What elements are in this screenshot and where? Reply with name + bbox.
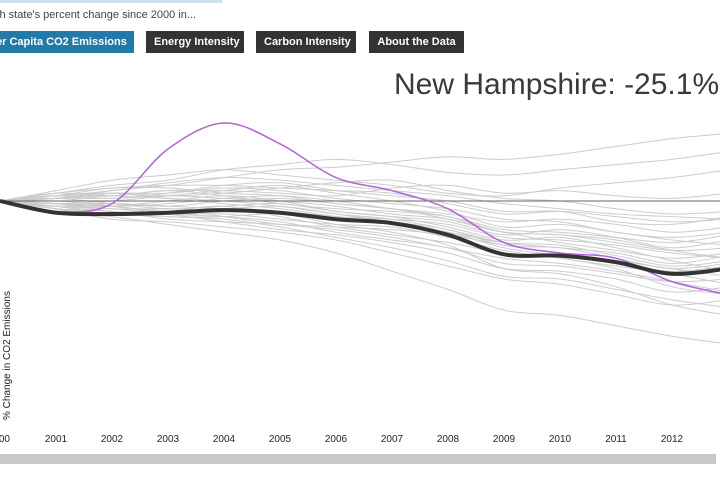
state-series-line[interactable]	[0, 200, 720, 344]
x-tick-label: 2007	[381, 434, 404, 445]
state-series-line[interactable]	[0, 190, 720, 244]
state-series-line[interactable]	[0, 133, 720, 202]
state-series-line[interactable]	[0, 152, 720, 202]
average-series-line[interactable]	[0, 199, 720, 276]
highlight-series-line[interactable]	[0, 122, 720, 295]
state-series-line[interactable]	[0, 192, 720, 264]
state-series-line[interactable]	[0, 169, 720, 202]
top-strip	[0, 0, 222, 3]
energy-intensity-button[interactable]: Energy Intensity	[146, 31, 244, 53]
x-tick-label: 2003	[157, 434, 180, 445]
y-axis-label: % Change in CO2 Emissions	[2, 291, 13, 420]
about-the-data-button[interactable]: About the Data	[369, 31, 464, 53]
x-tick-label: 2009	[493, 434, 516, 445]
horizontal-scrollbar[interactable]	[0, 454, 716, 464]
state-series-line[interactable]	[0, 200, 720, 306]
x-tick-label: 2004	[213, 434, 236, 445]
x-tick-label: 2002	[101, 434, 124, 445]
x-tick-label: 00	[0, 434, 10, 445]
per-capita-co2-button[interactable]: er Capita CO2 Emissions	[0, 31, 134, 53]
state-headline: New Hampshire: -25.1%	[394, 68, 720, 101]
x-tick-label: 2011	[605, 434, 627, 445]
state-series-line[interactable]	[0, 200, 720, 284]
carbon-intensity-button[interactable]: Carbon Intensity	[256, 31, 356, 53]
x-tick-label: 2001	[45, 434, 68, 445]
intro-text: ch state's percent change since 2000 in.…	[0, 9, 197, 21]
state-series-line[interactable]	[0, 179, 720, 215]
state-series-line[interactable]	[0, 186, 720, 258]
state-series-line[interactable]	[0, 197, 720, 233]
x-tick-label: 2010	[549, 434, 572, 445]
x-tick-label: 2012	[661, 434, 684, 445]
x-tick-label: 2006	[325, 434, 348, 445]
x-tick-label: 2008	[437, 434, 460, 445]
x-tick-label: 2005	[269, 434, 292, 445]
